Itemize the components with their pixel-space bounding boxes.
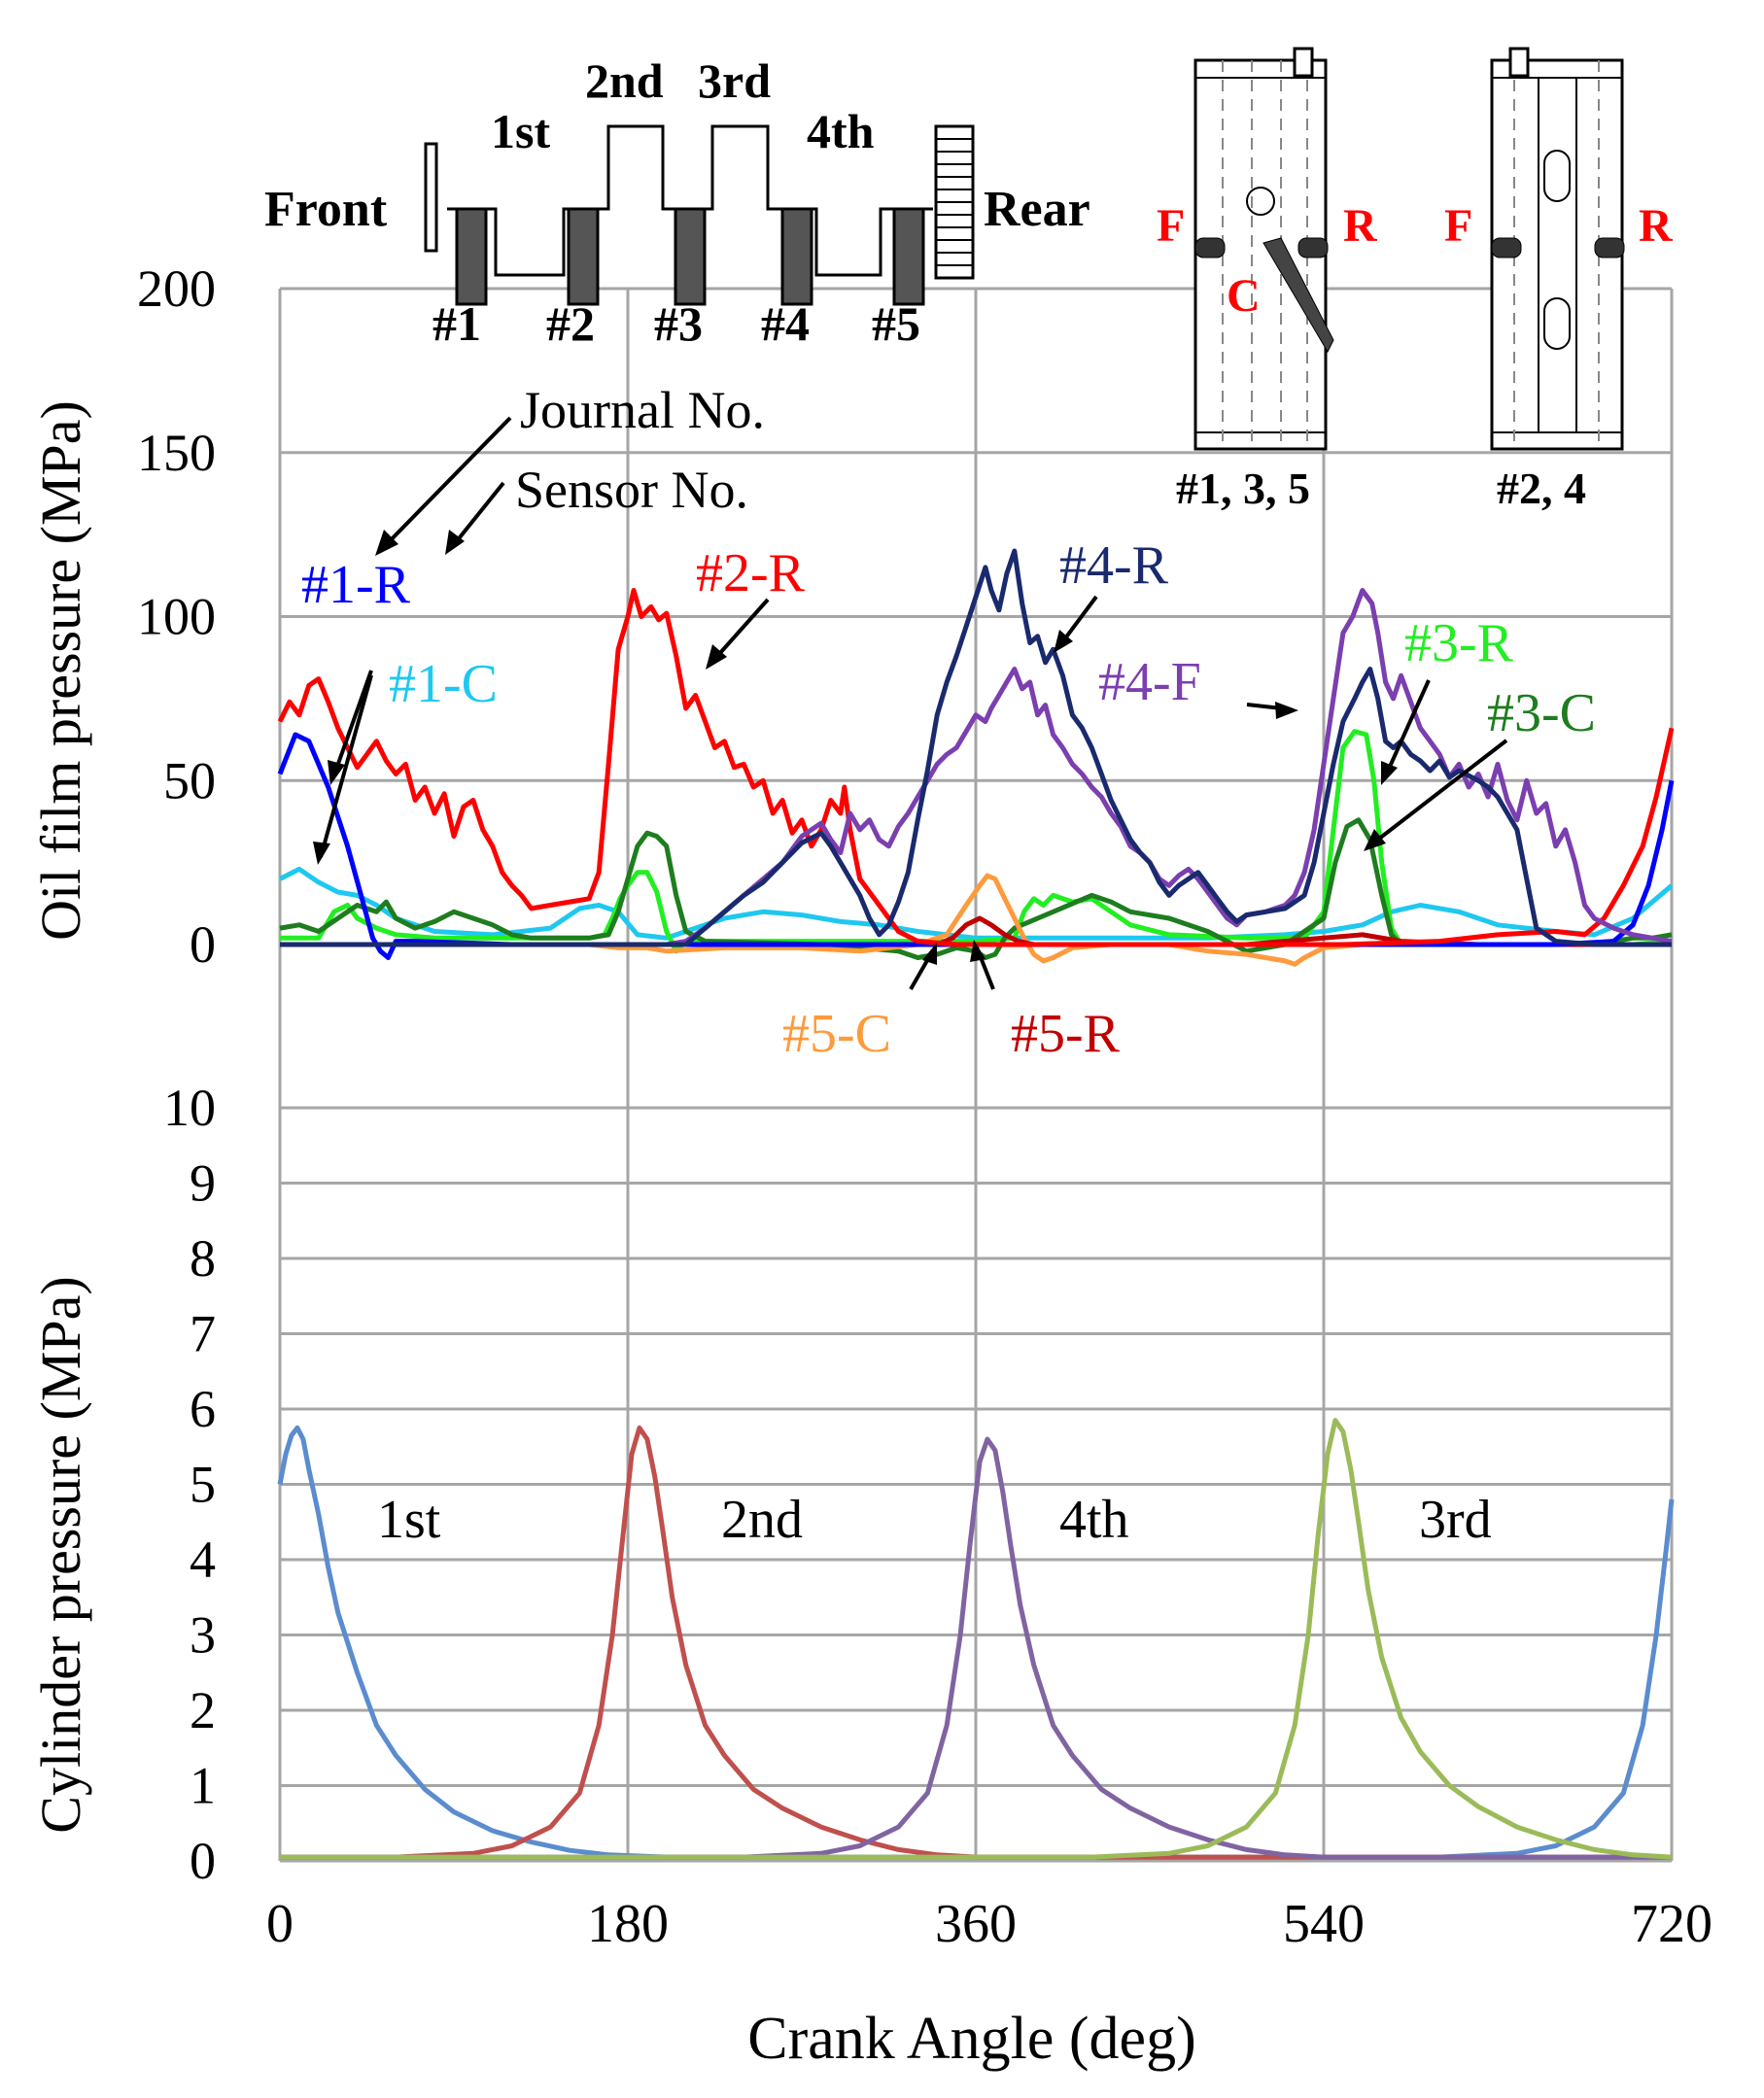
front-label: Front xyxy=(264,182,388,237)
series-label-5R: #5-R xyxy=(1011,1004,1121,1064)
oil-pressure-series xyxy=(277,548,1675,967)
journal-3-label: #3 xyxy=(654,296,703,351)
oil-y-tick: 0 xyxy=(190,915,216,974)
cylinder-y-tick: 6 xyxy=(190,1380,216,1438)
oil-series-j5c xyxy=(280,873,1672,967)
bearing-c-mark: C xyxy=(1227,270,1261,322)
cylinder-y-tick: 10 xyxy=(163,1079,216,1137)
oil-y-tick: 50 xyxy=(163,751,216,809)
cylinder-label-2nd: 2nd xyxy=(721,1490,803,1550)
journal-4-label: #4 xyxy=(761,296,810,351)
journal-no-annotation: Journal No. xyxy=(520,381,765,439)
x-tick: 360 xyxy=(935,1894,1017,1954)
series-label-3C: #3-C xyxy=(1487,683,1596,743)
journal-2-label: #2 xyxy=(546,296,595,351)
oil-y-tick: 200 xyxy=(137,259,216,318)
x-tick: 720 xyxy=(1631,1894,1712,1954)
oil-y-tick: 100 xyxy=(137,588,216,646)
cylinder-y-tick: 8 xyxy=(190,1229,216,1288)
cylinder-4th-label: 4th xyxy=(807,104,875,158)
oil-y-axis-label: Oil film pressure (MPa) xyxy=(29,400,92,941)
x-axis-label: Crank Angle (deg) xyxy=(747,2006,1195,2072)
cylinder-label-4th: 4th xyxy=(1059,1490,1129,1550)
oil-plot-grid xyxy=(278,287,1674,946)
x-tick: 180 xyxy=(587,1894,669,1954)
cylinder-y-tick: 3 xyxy=(190,1606,216,1665)
journal-1-label: #1 xyxy=(432,296,481,351)
cylinder-y-tick: 4 xyxy=(190,1531,216,1589)
sensor-no-annotation: Sensor No. xyxy=(515,461,748,519)
cylinder-pressure-series xyxy=(277,1418,1675,1860)
cylinder-y-axis-label: Cylinder pressure (MPa) xyxy=(29,1276,92,1833)
oil-series-j3c xyxy=(279,817,1673,960)
series-label-2R: #2-R xyxy=(696,543,806,603)
cylinder-series-4th xyxy=(280,1436,1672,1860)
bearing-f-mark-left: F xyxy=(1157,200,1185,252)
cylinder-label-1st: 1st xyxy=(377,1490,441,1550)
bearing-135-caption: #1, 3, 5 xyxy=(1176,464,1310,513)
series-label-4R: #4-R xyxy=(1059,535,1169,596)
series-label-1R: #1-R xyxy=(301,555,411,615)
annotation-arrowheads xyxy=(313,530,1398,965)
cylinder-y-tick: 2 xyxy=(190,1681,216,1739)
series-label-1C: #1-C xyxy=(389,654,498,714)
bearing-24-caption: #2, 4 xyxy=(1497,464,1586,513)
rear-label: Rear xyxy=(984,182,1090,237)
oil-series-j4f xyxy=(280,588,1673,947)
bearing-r-mark-right: R xyxy=(1639,200,1674,252)
bearing-r-mark-left: R xyxy=(1343,200,1378,252)
series-label-5C: #5-C xyxy=(782,1004,891,1064)
cylinder-label-3rd: 3rd xyxy=(1419,1490,1492,1550)
series-label-3R: #3-R xyxy=(1404,613,1514,673)
cylinder-3rd-label: 3rd xyxy=(698,53,771,108)
series-label-4F: #4-F xyxy=(1098,652,1201,712)
oil-series-j4r xyxy=(280,548,1672,947)
oil-series-j2r xyxy=(277,588,1675,947)
cylinder-series-2nd xyxy=(280,1425,1672,1860)
cylinder-y-tick: 9 xyxy=(190,1154,216,1213)
bearing-shell-135-diagram xyxy=(1193,47,1334,451)
cylinder-2nd-label: 2nd xyxy=(585,53,664,108)
cylinder-series-1st xyxy=(277,1425,1675,1860)
cylinder-y-tick: 7 xyxy=(190,1305,216,1363)
oil-series-j3r xyxy=(280,729,1673,954)
cylinder-1st-label: 1st xyxy=(491,104,550,158)
engine-crankshaft-diagram xyxy=(424,124,975,306)
cylinder-plot-grid xyxy=(278,945,1674,1863)
bearing-f-mark-right: F xyxy=(1444,200,1472,252)
oil-y-tick: 150 xyxy=(137,424,216,482)
x-tick: 0 xyxy=(266,1894,294,1954)
cylinder-series-3rd xyxy=(280,1418,1673,1860)
cylinder-y-tick: 1 xyxy=(190,1757,216,1815)
cylinder-y-tick: 0 xyxy=(190,1832,216,1890)
bearing-shell-24-diagram xyxy=(1490,47,1625,451)
cylinder-y-tick: 5 xyxy=(190,1456,216,1514)
x-tick: 540 xyxy=(1283,1894,1365,1954)
journal-5-label: #5 xyxy=(872,296,920,351)
